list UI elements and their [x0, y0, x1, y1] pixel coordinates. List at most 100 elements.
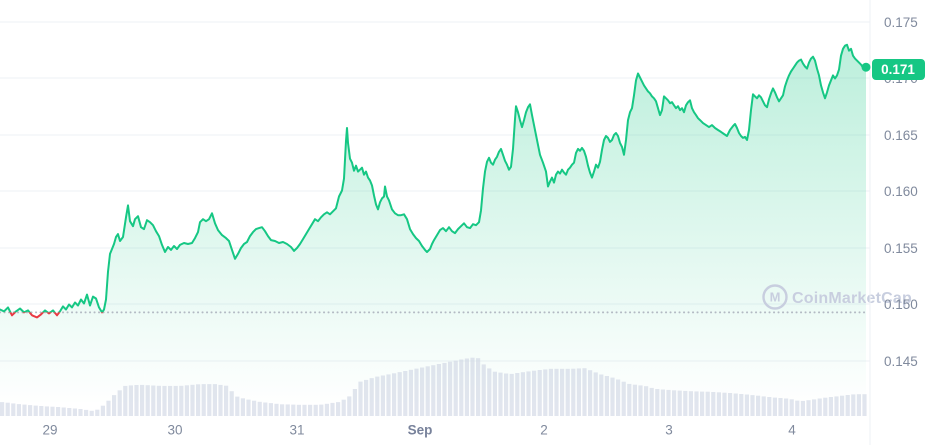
volume-bar [509, 373, 514, 416]
y-axis-tick-label: 0.165 [884, 128, 918, 143]
volume-bar [414, 368, 419, 416]
volume-bar [89, 410, 94, 416]
volume-bar [392, 373, 397, 416]
volume-bar [543, 369, 548, 416]
volume-bar [806, 400, 811, 416]
volume-bar [156, 385, 161, 416]
volume-bar [162, 385, 167, 416]
y-axis-tick-label: 0.155 [884, 241, 918, 256]
volume-bar [285, 404, 290, 416]
volume-bar [352, 389, 357, 416]
volume-bar [151, 385, 156, 416]
volume-bar [644, 386, 649, 416]
volume-bar [845, 395, 850, 416]
x-axis-tick-label: Sep [408, 423, 433, 438]
volume-bar [655, 389, 660, 416]
volume-bar [520, 372, 525, 416]
volume-bar [800, 400, 805, 416]
volume-bar [72, 408, 77, 416]
last-price-dot [861, 62, 871, 72]
volume-bar [610, 377, 615, 416]
volume-bar [100, 405, 105, 416]
volume-bar [313, 404, 318, 416]
volume-bar [632, 384, 637, 416]
volume-bar [767, 397, 772, 416]
x-axis-tick-label: 29 [42, 423, 57, 438]
volume-bar [772, 397, 777, 416]
volume-bar [431, 365, 436, 416]
volume-bar [67, 408, 72, 416]
volume-bar [627, 383, 632, 416]
volume-bar [358, 381, 363, 416]
volume-bar [464, 358, 469, 416]
volume-bar [22, 404, 27, 416]
volume-bar [50, 406, 55, 416]
volume-bar [739, 394, 744, 416]
volume-bar [593, 372, 598, 416]
volume-bar [817, 398, 822, 416]
volume-bar [716, 392, 721, 416]
y-axis-tick-label: 0.145 [884, 354, 918, 369]
volume-bar [560, 368, 565, 416]
volume-bar [173, 385, 178, 416]
x-axis-labels: 29 30 31 Sep 2 3 4 [42, 423, 796, 438]
volume-bar [851, 394, 856, 416]
volume-bar [705, 391, 710, 416]
volume-bar [498, 372, 503, 416]
x-axis-tick-label: 31 [289, 423, 304, 438]
volume-bar [308, 404, 313, 416]
volume-bar [537, 370, 542, 416]
volume-bar [106, 400, 111, 416]
coinmarketcap-logo-m: M [770, 290, 781, 305]
volume-bar [492, 371, 497, 416]
volume-bar [61, 407, 66, 416]
volume-bar [324, 403, 329, 416]
volume-bar [145, 385, 150, 416]
volume-bar [548, 368, 553, 416]
volume-bar [347, 396, 352, 416]
volume-bar [134, 385, 139, 416]
volume-bar [778, 398, 783, 416]
volume-bar [828, 397, 833, 416]
volume-bar [403, 371, 408, 416]
volume-bar [576, 368, 581, 416]
volume-bar [823, 397, 828, 416]
price-area-fill [0, 44, 866, 416]
volume-bar [11, 403, 16, 416]
volume-bar [789, 399, 794, 416]
price-line-plot-area[interactable] [0, 43, 867, 319]
svg-text:0.171: 0.171 [881, 62, 915, 77]
volume-bar [44, 406, 49, 416]
volume-bar [291, 404, 296, 416]
volume-bar [571, 368, 576, 416]
volume-bar [688, 391, 693, 416]
volume-bar [722, 392, 727, 416]
volume-bar [532, 370, 537, 416]
volume-bar [123, 385, 128, 416]
volume-bar [246, 399, 251, 416]
volume-bar [196, 384, 201, 416]
volume-bar [56, 407, 61, 416]
volume-bar [330, 402, 335, 416]
volume-bar [128, 385, 133, 416]
volume-bar [0, 402, 5, 416]
volume-bar [16, 404, 21, 416]
volume-bar [840, 395, 845, 416]
volume-bar [459, 359, 464, 416]
volume-bar [218, 384, 223, 416]
volume-bar [728, 393, 733, 416]
volume-bar [834, 396, 839, 416]
x-axis-tick-label: 3 [665, 423, 673, 438]
volume-bar [683, 390, 688, 416]
volume-bar [386, 374, 391, 416]
volume-bar [364, 379, 369, 416]
volume-bar [39, 406, 44, 416]
volume-bar [795, 400, 800, 416]
volume-bar [476, 358, 481, 416]
volume-bar [257, 401, 262, 416]
volume-bar [5, 402, 10, 416]
volume-bar [252, 400, 257, 416]
volume-bar [481, 364, 486, 416]
volume-bar [694, 391, 699, 416]
